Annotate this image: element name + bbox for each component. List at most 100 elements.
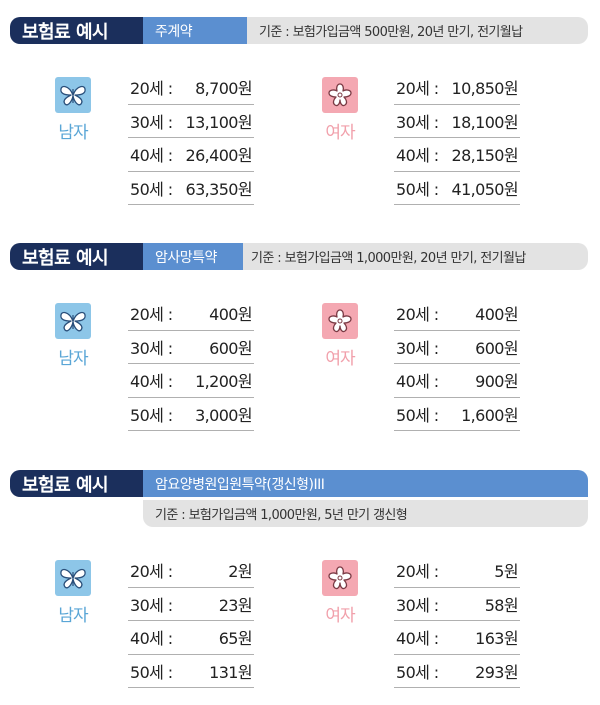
- table-row: 50세 : 131원: [128, 655, 254, 688]
- premium-value: 2원: [228, 562, 252, 582]
- male-label: 남자: [58, 123, 88, 143]
- age-label: 50세 :: [130, 405, 173, 425]
- table-row: 30세 : 58원: [394, 588, 520, 621]
- premium-basis: 기준 : 보험가입금액 500만원, 20년 만기, 전기월납: [247, 17, 588, 44]
- premium-basis: 기준 : 보험가입금액 1,000만원, 20년 만기, 전기월납: [243, 243, 588, 270]
- table-row: 50세 : 293원: [394, 655, 520, 688]
- table-row: 20세 : 2원: [128, 554, 254, 588]
- male-label: 남자: [58, 606, 88, 626]
- age-label: 30세 :: [396, 112, 439, 132]
- age-label: 50세 :: [130, 662, 173, 682]
- premium-section-cancer-death-rider: 보험료 예시 암사망특약 기준 : 보험가입금액 1,000만원, 20년 만기…: [0, 243, 600, 433]
- premium-value: 600원: [475, 338, 518, 358]
- male-premium-table: 20세 : 8,700원 30세 : 13,100원 40세 : 26,400원 50…: [128, 71, 254, 205]
- premium-basis: 기준 : 보험가입금액 1,000만원, 5년 만기 갱신형: [143, 500, 588, 527]
- section-title: 보험료 예시: [10, 470, 143, 497]
- table-row: 40세 : 65원: [128, 621, 254, 655]
- age-label: 20세 :: [396, 562, 439, 582]
- premium-value: 18,100원: [451, 112, 518, 132]
- age-label: 50세 :: [396, 662, 439, 682]
- premium-value: 3,000원: [195, 405, 253, 425]
- premium-value: 23원: [218, 595, 253, 615]
- table-row: 50세 : 1,600원: [394, 398, 520, 431]
- premium-value: 400원: [209, 305, 252, 325]
- age-label: 50세 :: [396, 405, 439, 425]
- premium-value: 58원: [484, 595, 519, 615]
- table-row: 20세 : 10,850원: [394, 71, 520, 105]
- premium-section-main-contract: 보험료 예시 주계약 기준 : 보험가입금액 500만원, 20년 만기, 전기…: [0, 17, 600, 207]
- table-row: 40세 : 900원: [394, 364, 520, 398]
- age-label: 30세 :: [130, 112, 173, 132]
- butterfly-icon: [55, 77, 91, 113]
- age-label: 40세 :: [130, 629, 173, 649]
- age-label: 30세 :: [130, 338, 173, 358]
- female-label: 여자: [325, 606, 355, 626]
- premium-value: 8,700원: [195, 79, 253, 99]
- table-row: 50세 : 63,350원: [128, 172, 254, 205]
- butterfly-icon: [55, 303, 91, 339]
- premium-value: 10,850원: [451, 79, 518, 99]
- premium-value: 163원: [475, 629, 518, 649]
- table-row: 20세 : 8,700원: [128, 71, 254, 105]
- table-row: 30세 : 18,100원: [394, 105, 520, 138]
- table-row: 30세 : 600원: [394, 331, 520, 364]
- age-label: 40세 :: [396, 372, 439, 392]
- premium-value: 28,150원: [451, 146, 518, 166]
- premium-value: 400원: [475, 305, 518, 325]
- age-label: 20세 :: [130, 79, 173, 99]
- section-header: 보험료 예시 주계약 기준 : 보험가입금액 500만원, 20년 만기, 전기…: [10, 17, 588, 44]
- male-premium-table: 20세 : 2원 30세 : 23원 40세 : 65원 50세 : 131원: [128, 554, 254, 688]
- table-row: 50세 : 41,050원: [394, 172, 520, 205]
- section-header: 보험료 예시 암요양병원입원특약(갱신형)III: [10, 470, 588, 497]
- table-row: 50세 : 3,000원: [128, 398, 254, 431]
- premium-value: 131원: [209, 662, 252, 682]
- table-row: 30세 : 600원: [128, 331, 254, 364]
- age-label: 50세 :: [130, 179, 173, 199]
- premium-value: 26,400원: [185, 146, 252, 166]
- table-row: 20세 : 400원: [394, 297, 520, 331]
- male-premium-table: 20세 : 400원 30세 : 600원 40세 : 1,200원 50세 : 3,0…: [128, 297, 254, 431]
- age-label: 20세 :: [396, 79, 439, 99]
- premium-value: 900원: [475, 372, 518, 392]
- age-label: 20세 :: [396, 305, 439, 325]
- table-row: 40세 : 26,400원: [128, 138, 254, 172]
- age-label: 20세 :: [130, 305, 173, 325]
- table-row: 20세 : 400원: [128, 297, 254, 331]
- age-label: 40세 :: [130, 146, 173, 166]
- premium-value: 1,600원: [461, 405, 519, 425]
- female-premium-table: 20세 : 5원 30세 : 58원 40세 : 163원 50세 : 293원: [394, 554, 520, 688]
- premium-section-cancer-nursing-hospital-rider: 보험료 예시 암요양병원입원특약(갱신형)III 기준 : 보험가입금액 1,0…: [0, 470, 600, 700]
- flower-icon: [322, 560, 358, 596]
- age-label: 50세 :: [396, 179, 439, 199]
- premium-value: 600원: [209, 338, 252, 358]
- age-label: 40세 :: [130, 372, 173, 392]
- butterfly-icon: [55, 560, 91, 596]
- product-name: 암사망특약: [143, 243, 243, 270]
- age-label: 30세 :: [396, 595, 439, 615]
- flower-icon: [322, 77, 358, 113]
- age-label: 40세 :: [396, 146, 439, 166]
- premium-value: 13,100원: [185, 112, 252, 132]
- age-label: 30세 :: [396, 338, 439, 358]
- age-label: 20세 :: [130, 562, 173, 582]
- table-row: 40세 : 28,150원: [394, 138, 520, 172]
- section-title: 보험료 예시: [10, 243, 143, 270]
- male-label: 남자: [58, 349, 88, 369]
- premium-value: 1,200원: [195, 372, 253, 392]
- section-basis-row: 기준 : 보험가입금액 1,000만원, 5년 만기 갱신형: [143, 500, 588, 527]
- age-label: 30세 :: [130, 595, 173, 615]
- premium-value: 41,050원: [451, 179, 518, 199]
- female-label: 여자: [325, 349, 355, 369]
- female-premium-table: 20세 : 10,850원 30세 : 18,100원 40세 : 28,150원 5…: [394, 71, 520, 205]
- section-header: 보험료 예시 암사망특약 기준 : 보험가입금액 1,000만원, 20년 만기…: [10, 243, 588, 270]
- flower-icon: [322, 303, 358, 339]
- table-row: 20세 : 5원: [394, 554, 520, 588]
- premium-value: 65원: [218, 629, 253, 649]
- section-title: 보험료 예시: [10, 17, 143, 44]
- age-label: 40세 :: [396, 629, 439, 649]
- premium-value: 5원: [494, 562, 518, 582]
- premium-value: 293원: [475, 662, 518, 682]
- product-name: 주계약: [143, 17, 247, 44]
- table-row: 40세 : 1,200원: [128, 364, 254, 398]
- table-row: 30세 : 13,100원: [128, 105, 254, 138]
